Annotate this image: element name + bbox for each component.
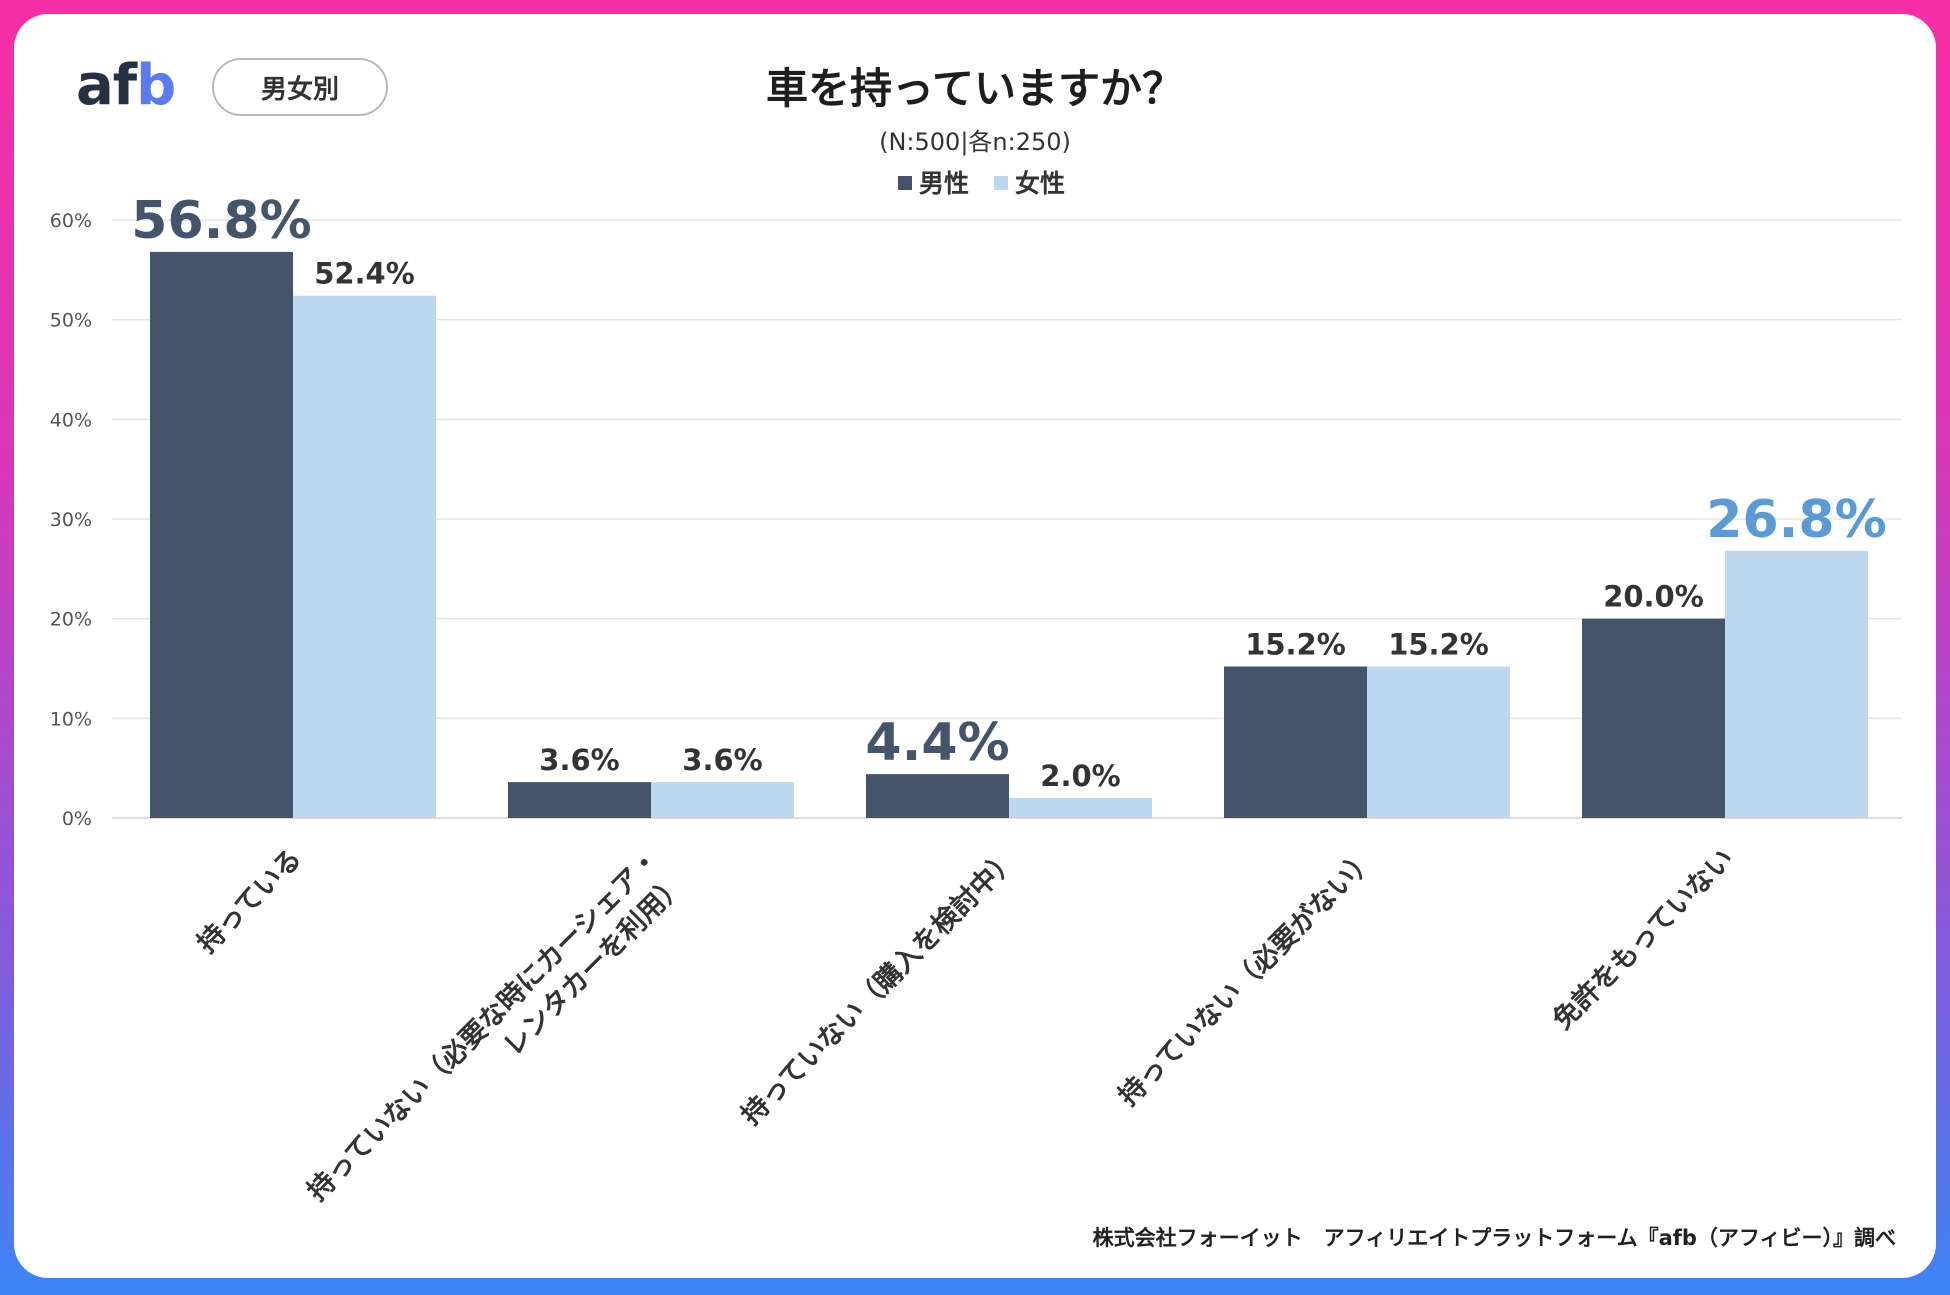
data-label: 4.4% (865, 713, 1009, 773)
y-tick-label: 10% (50, 708, 92, 730)
y-tick-label: 60% (50, 210, 92, 232)
data-label: 3.6% (682, 743, 762, 777)
data-label: 2.0% (1040, 759, 1120, 793)
legend-swatch-male (898, 176, 912, 190)
data-label: 3.6% (539, 743, 619, 777)
legend-swatch-female (994, 176, 1008, 190)
bar-female (651, 782, 794, 818)
bar-male (508, 782, 651, 818)
legend-label: 女性 (1015, 169, 1065, 198)
bar-female (1367, 666, 1510, 818)
bar-male (866, 774, 1009, 818)
bar-male (1224, 666, 1367, 818)
data-label: 26.8% (1706, 490, 1886, 550)
legend-label: 男性 (919, 169, 969, 198)
bar-female (293, 295, 436, 818)
data-label: 15.2% (1388, 628, 1489, 662)
category-label-group: 持っていない（必要がない） (1112, 842, 1382, 1112)
category-label: 持っていない（購入を検討中） (735, 842, 1024, 1131)
category-label-group: 持っていない（購入を検討中） (735, 842, 1024, 1131)
data-label: 20.0% (1603, 580, 1704, 614)
data-label: 15.2% (1245, 628, 1346, 662)
y-tick-label: 40% (50, 409, 92, 431)
data-labels: 56.8%52.4% 3.6% 3.6% 4.4% 2.0% 15.2% 15.2% 20.0… (131, 191, 1886, 793)
y-tick-label: 0% (62, 808, 92, 830)
source-credit: 株式会社フォーイット アフィリエイトプラットフォーム『afb（アフィビー）』調べ (1092, 1226, 1896, 1250)
bar-male (1582, 618, 1725, 818)
legend: 男性 女性 (898, 169, 1065, 198)
category-label-group: 持っている (192, 843, 308, 959)
y-tick-label: 30% (50, 509, 92, 531)
bar-female (1009, 798, 1152, 818)
bars (150, 251, 1868, 819)
chart-subtitle: (N:500|各n:250) (879, 128, 1071, 156)
afb-logo: afb (76, 53, 176, 118)
category-label: 持っていない（必要がない） (1112, 842, 1382, 1112)
category-label-group: 免許をもっていない (1547, 843, 1740, 1036)
data-label: 56.8% (131, 191, 311, 251)
y-tick-label: 50% (50, 310, 92, 332)
category-label: 持っている (192, 843, 308, 959)
category-label-group: 持っていない（必要な時にカーシェア・レンタカーを利用） (302, 843, 692, 1207)
bar-female (1725, 550, 1868, 818)
bar-male (150, 251, 293, 819)
category-label: 持っていない（必要な時にカーシェア・ (302, 843, 666, 1207)
gender-filter-button[interactable]: 男女別 (212, 58, 388, 116)
chart-title: 車を持っていますか？ (766, 64, 1184, 113)
y-tick-label: 20% (50, 609, 92, 631)
category-label: 免許をもっていない (1547, 843, 1740, 1036)
data-label: 52.4% (314, 257, 415, 291)
